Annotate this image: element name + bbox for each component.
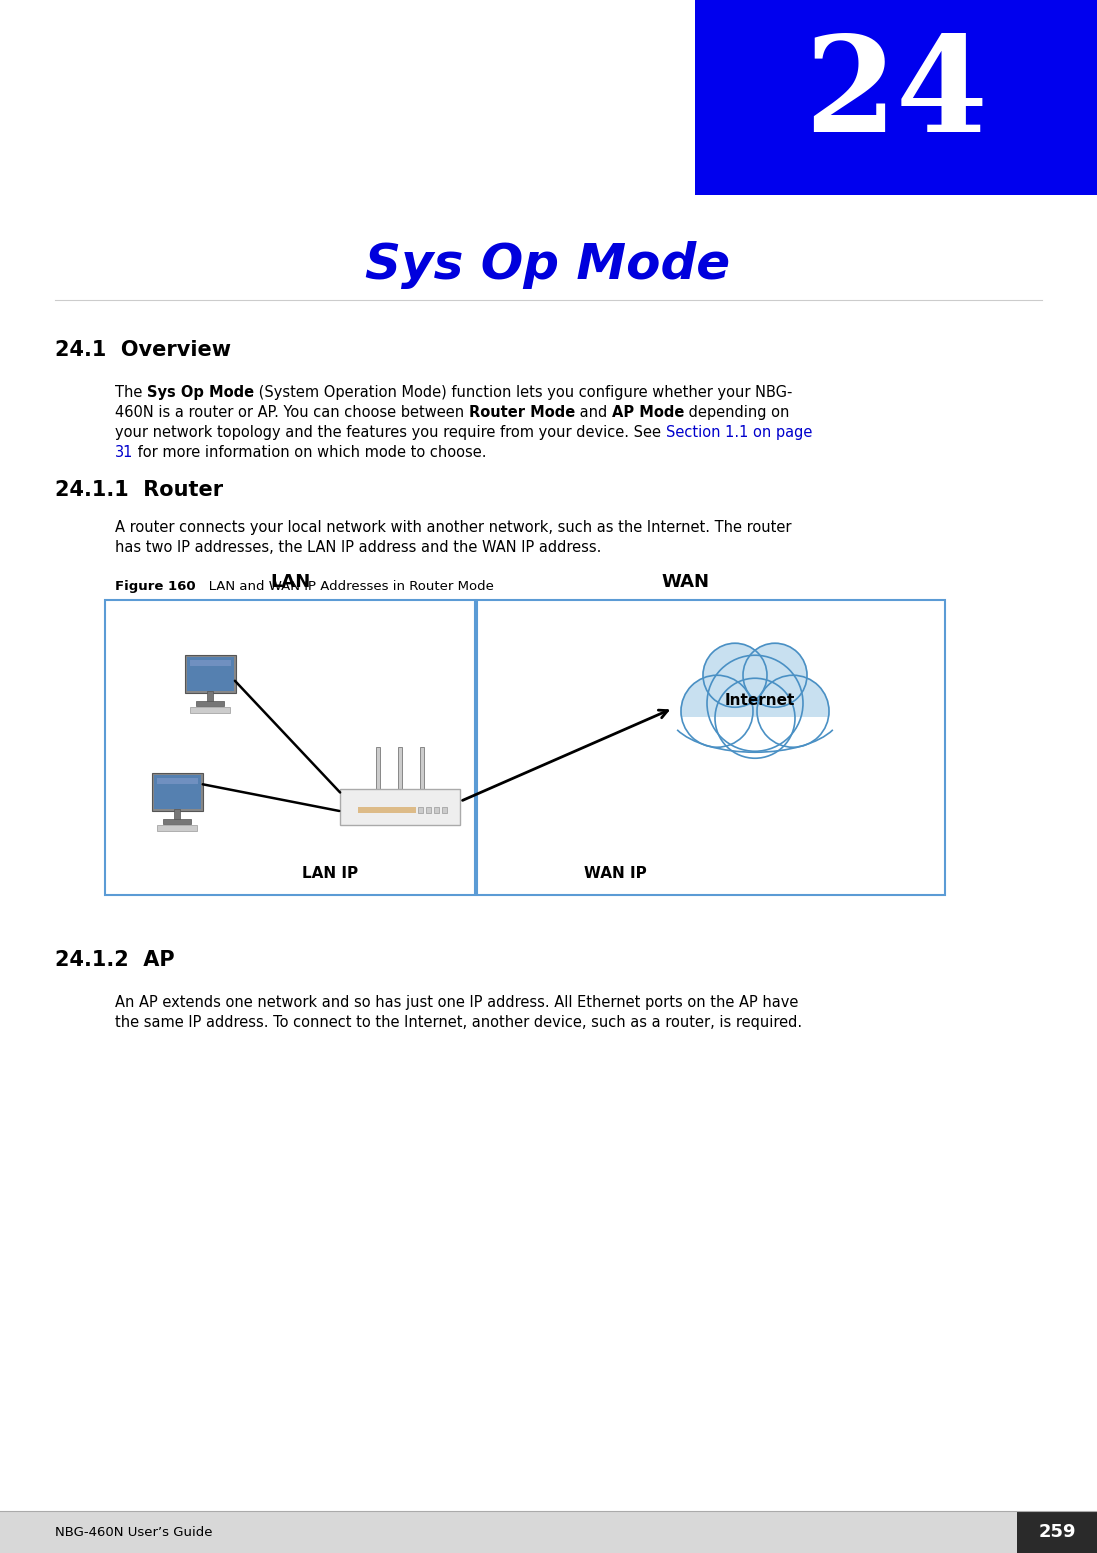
Bar bbox=[154, 775, 201, 809]
Bar bbox=[418, 806, 423, 812]
Circle shape bbox=[715, 679, 795, 758]
Circle shape bbox=[703, 643, 767, 707]
Text: 24.1.1  Router: 24.1.1 Router bbox=[55, 480, 223, 500]
Text: 24.1.2  AP: 24.1.2 AP bbox=[55, 950, 174, 971]
Text: your network topology and the features you require from your device. See: your network topology and the features y… bbox=[115, 426, 666, 439]
Bar bbox=[174, 809, 180, 820]
Bar bbox=[157, 825, 197, 831]
Circle shape bbox=[757, 676, 829, 747]
Text: 259: 259 bbox=[1038, 1523, 1076, 1541]
Text: Internet: Internet bbox=[725, 693, 795, 708]
Text: WAN: WAN bbox=[661, 573, 709, 592]
Bar bbox=[207, 691, 213, 702]
Text: has two IP addresses, the LAN IP address and the WAN IP address.: has two IP addresses, the LAN IP address… bbox=[115, 540, 601, 554]
Text: Figure 160: Figure 160 bbox=[115, 579, 195, 593]
Text: A router connects your local network with another network, such as the Internet.: A router connects your local network wit… bbox=[115, 520, 792, 534]
Text: 460N is a router or AP. You can choose between: 460N is a router or AP. You can choose b… bbox=[115, 405, 468, 419]
Text: 24.1  Overview: 24.1 Overview bbox=[55, 340, 231, 360]
Bar bbox=[442, 806, 446, 812]
Text: NBG-460N User’s Guide: NBG-460N User’s Guide bbox=[55, 1525, 213, 1539]
Text: 31: 31 bbox=[115, 446, 134, 460]
Text: Sys Op Mode: Sys Op Mode bbox=[147, 385, 255, 401]
Bar bbox=[477, 599, 945, 895]
Circle shape bbox=[706, 655, 803, 752]
Text: and: and bbox=[575, 405, 612, 419]
Text: The: The bbox=[115, 385, 147, 401]
Text: 24: 24 bbox=[804, 31, 988, 160]
Bar bbox=[185, 655, 236, 693]
Text: LAN and WAN IP Addresses in Router Mode: LAN and WAN IP Addresses in Router Mode bbox=[195, 579, 494, 593]
Bar bbox=[152, 773, 203, 811]
Bar bbox=[190, 660, 231, 666]
Bar bbox=[426, 806, 431, 812]
Text: (System Operation Mode) function lets you configure whether your NBG-: (System Operation Mode) function lets yo… bbox=[255, 385, 792, 401]
Circle shape bbox=[743, 643, 807, 707]
Bar bbox=[157, 778, 197, 784]
Text: Sys Op Mode: Sys Op Mode bbox=[365, 241, 731, 289]
Text: the same IP address. To connect to the Internet, another device, such as a route: the same IP address. To connect to the I… bbox=[115, 1016, 802, 1030]
Bar bbox=[163, 818, 191, 823]
Bar bbox=[196, 700, 224, 705]
Bar bbox=[695, 0, 1097, 196]
Circle shape bbox=[681, 676, 753, 747]
Bar bbox=[105, 599, 475, 895]
Bar bbox=[358, 806, 416, 812]
Bar bbox=[190, 707, 230, 713]
Text: LAN IP: LAN IP bbox=[302, 865, 358, 881]
Text: Router Mode: Router Mode bbox=[468, 405, 575, 419]
Bar bbox=[376, 747, 380, 789]
Text: depending on: depending on bbox=[685, 405, 790, 419]
Bar bbox=[667, 717, 842, 766]
Bar bbox=[186, 657, 234, 691]
Text: An AP extends one network and so has just one IP address. All Ethernet ports on : An AP extends one network and so has jus… bbox=[115, 995, 799, 1009]
Bar bbox=[398, 747, 402, 789]
Bar bbox=[0, 1511, 1097, 1553]
Bar bbox=[340, 789, 460, 825]
Bar bbox=[420, 747, 425, 789]
Text: for more information on which mode to choose.: for more information on which mode to ch… bbox=[134, 446, 487, 460]
Text: WAN IP: WAN IP bbox=[584, 865, 646, 881]
Text: LAN: LAN bbox=[270, 573, 310, 592]
Text: AP Mode: AP Mode bbox=[612, 405, 685, 419]
Bar bbox=[1017, 1511, 1097, 1553]
Bar bbox=[434, 806, 439, 812]
Text: Section 1.1 on page: Section 1.1 on page bbox=[666, 426, 812, 439]
